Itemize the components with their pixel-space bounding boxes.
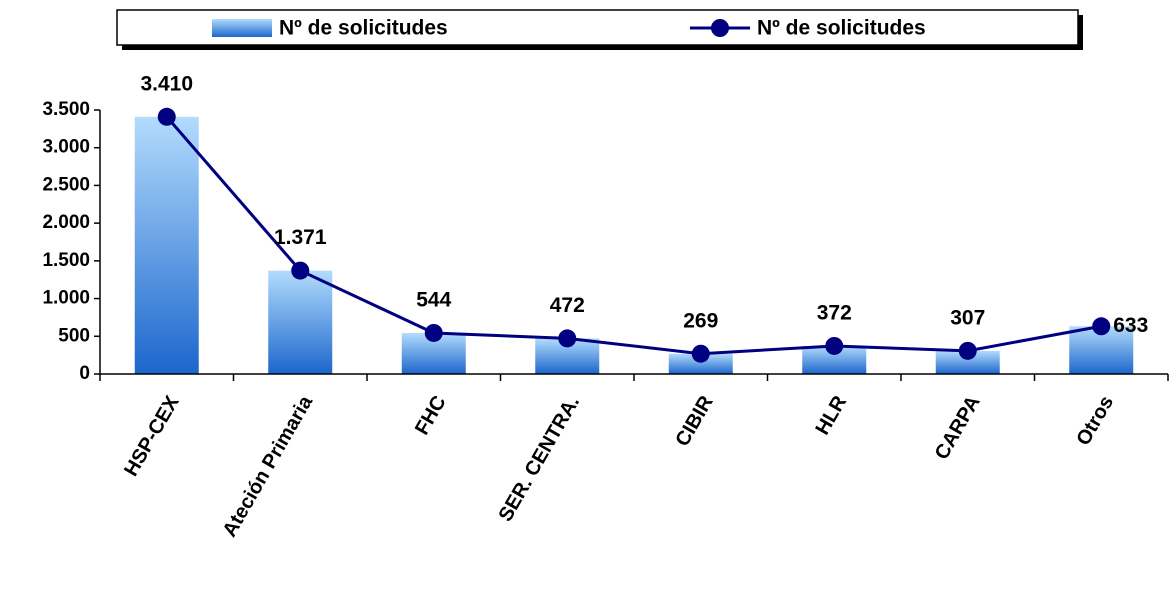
- legend-label: Nº de solicitudes: [279, 17, 448, 40]
- legend-box: [116, 9, 1079, 46]
- bar: [268, 270, 333, 374]
- line: [165, 115, 1102, 356]
- x-tick-label: HLR: [812, 392, 852, 439]
- x-tick-label: CARPA: [931, 392, 985, 463]
- y-tick-label: 0: [79, 363, 90, 384]
- data-label: 372: [817, 301, 852, 324]
- legend: Nº de solicitudes Nº de solicitudes: [116, 9, 1083, 50]
- line-marker: [157, 107, 176, 126]
- x-tick-label: SER. CENTRA.: [495, 392, 585, 525]
- data-label: 472: [550, 294, 585, 317]
- bar: [935, 350, 1000, 374]
- data-label: 269: [683, 309, 718, 332]
- bar: [134, 116, 199, 374]
- x-tick-label: Otros: [1072, 392, 1118, 449]
- y-tick-label: 2.500: [42, 174, 90, 195]
- x-tick-label: Ateción Primaria: [219, 391, 318, 540]
- line-marker: [424, 323, 443, 342]
- data-label: 1.371: [274, 226, 327, 249]
- data-label: 633: [1113, 314, 1148, 337]
- data-label: 3.410: [140, 72, 193, 95]
- legend-label: Nº de solicitudes: [757, 17, 926, 40]
- legend-marker: [711, 19, 729, 37]
- x-tick-label: FHC: [411, 392, 451, 439]
- y-tick-label: 3.000: [42, 137, 90, 158]
- line-marker: [1092, 317, 1111, 336]
- y-tick-label: 2.000: [42, 212, 90, 233]
- line-marker: [291, 261, 310, 280]
- line-marker: [958, 341, 977, 360]
- y-tick-label: 1.000: [42, 288, 90, 309]
- legend-swatch: [212, 19, 272, 37]
- x-tick-label: CIBIR: [671, 392, 718, 451]
- data-label: 307: [950, 306, 985, 329]
- line-marker: [691, 344, 710, 363]
- data-label: 544: [416, 289, 451, 312]
- y-tick-label: 1.500: [42, 250, 90, 271]
- line-marker: [558, 329, 577, 348]
- x-tick-label: HSP-CEX: [120, 392, 184, 481]
- y-tick-label: 3.500: [42, 99, 90, 120]
- y-tick-label: 500: [58, 325, 90, 346]
- line-marker: [825, 336, 844, 355]
- bar: [668, 353, 733, 374]
